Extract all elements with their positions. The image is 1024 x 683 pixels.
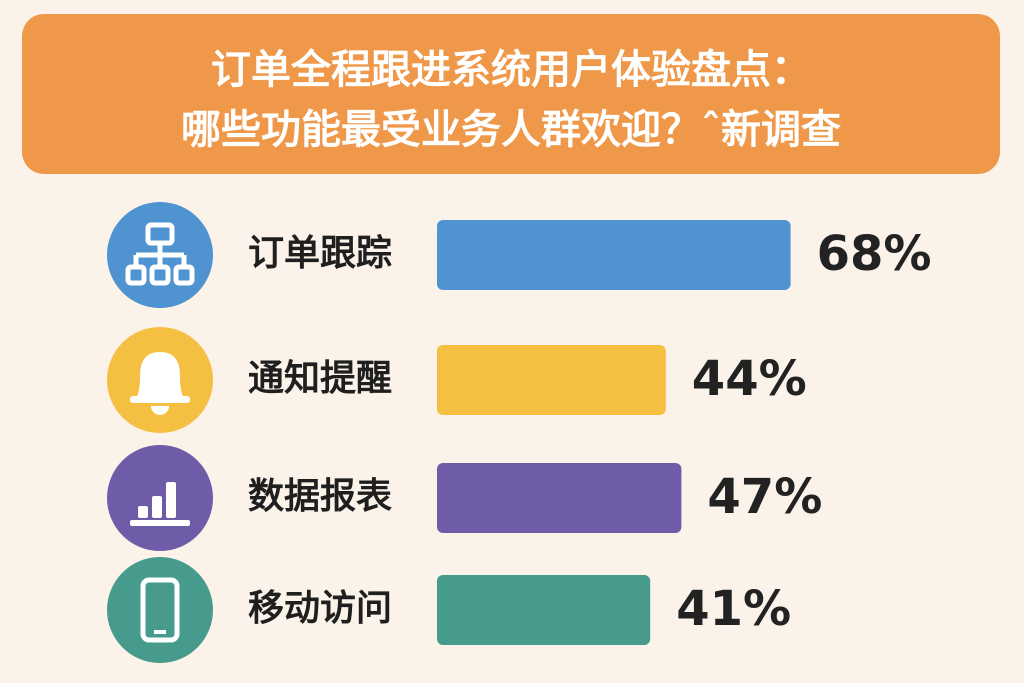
bar [437, 345, 666, 415]
category-label: 数据报表 [248, 476, 392, 517]
icon-circle [107, 557, 213, 663]
value-label: 47% [707, 469, 822, 525]
bar [437, 575, 651, 645]
icon [130, 352, 190, 415]
chart-title: 订单全程跟进系统用户体验盘点： [211, 47, 811, 93]
icon-part [138, 506, 148, 518]
icon-part [136, 352, 184, 398]
title-banner [22, 14, 1000, 174]
icon-part [130, 520, 190, 526]
category-label: 通知提醒 [248, 358, 392, 399]
icon-part [152, 496, 162, 518]
icon-part [125, 264, 147, 286]
category-label: 移动访问 [248, 588, 392, 629]
icon-part [133, 243, 187, 267]
category-label: 订单跟踪 [248, 233, 392, 274]
icon-part [166, 482, 176, 518]
icon-part [130, 396, 190, 403]
value-label: 41% [676, 581, 791, 637]
bar [437, 220, 791, 290]
value-label: 68% [817, 226, 932, 282]
icon [140, 577, 180, 643]
icon [130, 482, 190, 526]
value-label: 44% [692, 351, 807, 407]
icon-part [173, 264, 195, 286]
icon-part [149, 264, 171, 286]
icon-part [140, 577, 180, 643]
icon-part [151, 406, 169, 415]
bar [437, 463, 682, 533]
chart-subtitle: 哪些功能最受业务人群欢迎？ˆ新调查 [181, 107, 841, 153]
icon [125, 222, 195, 286]
